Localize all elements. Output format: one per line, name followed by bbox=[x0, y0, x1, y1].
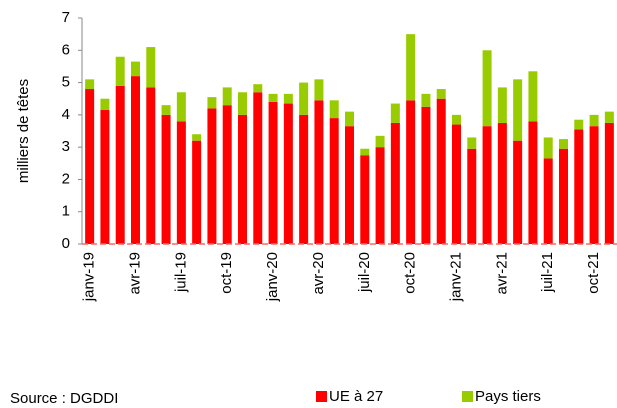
bar-segment bbox=[146, 47, 156, 88]
bar-segment bbox=[589, 126, 599, 244]
y-tick-label: 0 bbox=[62, 235, 70, 252]
y-tick-label: 5 bbox=[62, 74, 70, 91]
x-tick-label: avr-20 bbox=[310, 252, 327, 295]
y-tick-label: 7 bbox=[62, 9, 70, 26]
bar-segment bbox=[497, 122, 507, 244]
bar-segment bbox=[161, 114, 171, 244]
bar-segment bbox=[345, 126, 354, 244]
y-tick-label: 1 bbox=[62, 203, 70, 220]
x-tick-label: juil-20 bbox=[356, 252, 373, 293]
bar-segment bbox=[192, 134, 202, 141]
bar-segment bbox=[146, 87, 156, 245]
bar-segment bbox=[222, 87, 232, 106]
bar-segment bbox=[207, 97, 217, 109]
bar-segment bbox=[268, 93, 278, 102]
bar-segment bbox=[253, 92, 263, 244]
bar-segment bbox=[299, 82, 309, 115]
bar-segment bbox=[436, 98, 446, 244]
x-tick-label: juil-21 bbox=[539, 252, 556, 293]
bar-segment bbox=[85, 79, 95, 90]
bar-segment bbox=[543, 137, 553, 159]
source: Source : DGDDI bbox=[10, 390, 118, 407]
bar-segment bbox=[421, 106, 431, 245]
bar-segment bbox=[238, 114, 247, 244]
bar-segment bbox=[131, 61, 140, 77]
bar-segment bbox=[375, 147, 385, 244]
bar-segment bbox=[513, 140, 523, 244]
bar-segment bbox=[161, 105, 171, 115]
bar-segment bbox=[375, 135, 385, 148]
bar-segment bbox=[467, 137, 477, 149]
bar-segment bbox=[390, 103, 400, 123]
bar-segment bbox=[574, 119, 584, 130]
y-axis-label: milliers de têtes bbox=[15, 79, 32, 183]
bar-segment bbox=[604, 111, 614, 123]
bar-segment bbox=[360, 155, 370, 244]
bar-segment bbox=[238, 92, 247, 115]
bar-segment bbox=[314, 100, 324, 244]
x-tick-label: juil-19 bbox=[172, 252, 189, 293]
x-tick-label: avr-21 bbox=[493, 252, 510, 295]
y-tick-label: 4 bbox=[62, 106, 70, 123]
y-tick-label: 2 bbox=[62, 170, 70, 187]
bar-segment bbox=[283, 93, 293, 104]
bar-segment bbox=[100, 98, 110, 111]
bar-segment bbox=[604, 122, 614, 244]
x-tick-label: oct-20 bbox=[402, 252, 419, 294]
bar-segment bbox=[528, 121, 538, 244]
bar-segment bbox=[589, 114, 599, 127]
bar-segment bbox=[543, 158, 553, 244]
bar-segment bbox=[559, 139, 568, 149]
bar-segment bbox=[283, 103, 293, 244]
bar-segment bbox=[207, 108, 217, 245]
bar-segment bbox=[559, 148, 568, 244]
bar-segment bbox=[452, 124, 461, 244]
x-tick-label: avr-19 bbox=[126, 252, 143, 295]
bar-segment bbox=[314, 79, 324, 101]
bar-segment bbox=[452, 114, 461, 125]
bar-segment bbox=[100, 110, 110, 244]
bar-segment bbox=[436, 89, 446, 99]
bar-segment bbox=[345, 111, 354, 127]
bar-segment bbox=[406, 100, 416, 244]
x-tick-label: oct-21 bbox=[585, 252, 602, 294]
bar-segment bbox=[253, 84, 263, 93]
bar-segment bbox=[85, 89, 95, 245]
y-tick-label: 6 bbox=[62, 41, 70, 58]
bar-segment bbox=[329, 118, 339, 244]
bar-segment bbox=[482, 126, 492, 244]
bar-segment bbox=[406, 34, 416, 101]
legend-label: UE à 27 bbox=[329, 388, 383, 405]
bar-segment bbox=[329, 100, 339, 119]
bar-segment bbox=[268, 101, 278, 244]
bar-segment bbox=[115, 85, 125, 244]
bar-segment bbox=[192, 140, 202, 244]
x-tick-label: janv-20 bbox=[264, 252, 281, 302]
x-tick-label: janv-19 bbox=[81, 252, 98, 302]
x-tick-label: janv-21 bbox=[447, 252, 464, 302]
bar-segment bbox=[574, 129, 584, 244]
bar-segment bbox=[176, 121, 186, 244]
legend-swatch bbox=[316, 391, 327, 402]
bar-segment bbox=[131, 76, 140, 244]
bar-segment bbox=[360, 148, 370, 156]
bar-segment bbox=[176, 92, 186, 122]
bar-segment bbox=[421, 93, 431, 107]
bar-segment bbox=[222, 105, 232, 245]
y-tick-label: 3 bbox=[62, 138, 70, 155]
bar-segment bbox=[467, 148, 477, 244]
x-tick-label: oct-19 bbox=[218, 252, 235, 294]
legend-label: Pays tiers bbox=[475, 388, 541, 405]
bar-segment bbox=[115, 56, 125, 86]
bar-segment bbox=[299, 114, 309, 244]
legend-swatch bbox=[462, 391, 473, 402]
bar-segment bbox=[482, 50, 492, 127]
bar-segment bbox=[528, 71, 538, 122]
bar-segment bbox=[390, 122, 400, 244]
bar-segment bbox=[497, 87, 507, 123]
bar-segment bbox=[513, 79, 523, 141]
